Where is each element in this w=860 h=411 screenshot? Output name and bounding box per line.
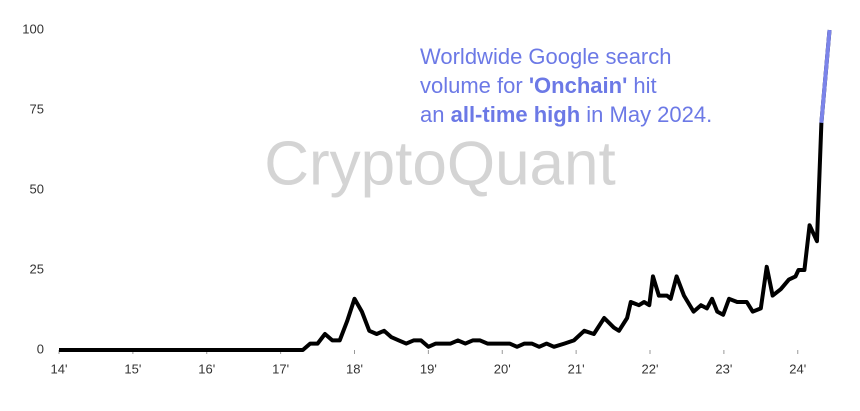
x-tick-label: 15' <box>124 361 141 376</box>
x-tick-label: 18' <box>346 361 363 376</box>
x-tick-label: 23' <box>715 361 732 376</box>
annotation-run: Worldwide Google search <box>420 44 672 69</box>
y-tick-label: 50 <box>30 181 44 196</box>
y-tick-label: 25 <box>30 261 44 276</box>
watermark: CryptoQuant <box>264 129 616 198</box>
annotation-run: in May 2024. <box>580 102 712 127</box>
annotation-run: volume for <box>420 73 529 98</box>
annotation-line: an all-time high in May 2024. <box>420 102 712 127</box>
annotation-run: all-time high <box>451 102 581 127</box>
x-tick-label: 19' <box>420 361 437 376</box>
annotation-run: an <box>420 102 451 127</box>
y-tick-label: 75 <box>30 101 44 116</box>
annotation-line: volume for 'Onchain' hit <box>420 73 657 98</box>
highlight-segment <box>819 29 832 123</box>
x-tick-label: 17' <box>272 361 289 376</box>
y-tick-label: 100 <box>22 21 44 36</box>
x-tick-label: 14' <box>51 361 68 376</box>
y-tick-label: 0 <box>37 341 44 356</box>
data-line <box>59 29 832 352</box>
x-tick-label: 24' <box>789 361 806 376</box>
annotation-run: 'Onchain' <box>529 73 627 98</box>
x-tick-label: 16' <box>198 361 215 376</box>
x-tick-label: 22' <box>642 361 659 376</box>
annotation-line: Worldwide Google search <box>420 44 672 69</box>
x-tick-label: 21' <box>568 361 585 376</box>
x-tick-label: 20' <box>494 361 511 376</box>
annotation-run: hit <box>627 73 656 98</box>
